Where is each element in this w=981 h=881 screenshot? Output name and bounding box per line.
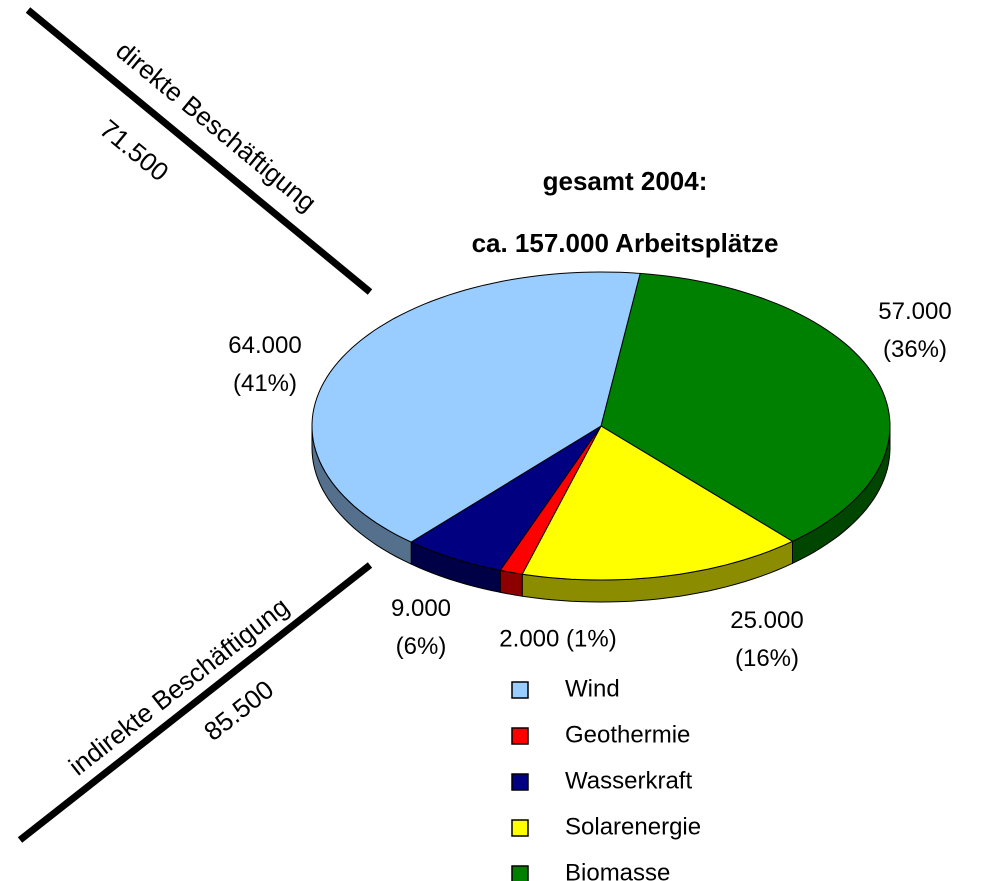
annotation-line: [25, 7, 373, 295]
data-label-line: (16%): [735, 645, 799, 672]
pie-tops: [311, 271, 891, 581]
slice: [311, 271, 641, 543]
annotation: 85.500: [198, 674, 279, 747]
data-label-line: 64.000: [228, 332, 301, 359]
chart-title: gesamt 2004:: [543, 166, 708, 196]
data-label: 2.000 (1%): [499, 625, 616, 652]
legend-swatch: [511, 865, 529, 881]
annotation-line: [17, 562, 373, 843]
slice: [521, 425, 794, 581]
legend-swatch: [511, 819, 529, 837]
legend-label: Biomasse: [565, 859, 670, 881]
legend-swatch: [511, 727, 529, 745]
slice: [410, 425, 602, 571]
data-label: 9.000 (6%): [391, 595, 451, 660]
data-label: 64.000 (41%): [228, 332, 301, 397]
data-label: 57.000 (36%): [878, 298, 951, 363]
data-label-line: (6%): [396, 633, 447, 660]
slice-side: [499, 569, 523, 597]
legend-swatch: [511, 681, 529, 699]
slice: [600, 272, 891, 542]
data-label-line: (36%): [883, 336, 947, 363]
legend-swatch: [511, 773, 529, 791]
data-label-line: (41%): [233, 370, 297, 397]
data-label: 25.000 (16%): [730, 607, 803, 672]
legend-label: Solarenergie: [565, 813, 701, 840]
legend-label: Wasserkraft: [565, 767, 692, 794]
annotation: direkte Beschäftigung: [110, 35, 322, 217]
chart-subtitle: ca. 157.000 Arbeitsplätze: [472, 228, 779, 258]
legend-label: Geothermie: [565, 721, 690, 748]
data-label-line: 9.000: [391, 595, 451, 622]
legend-label: Wind: [565, 675, 620, 702]
data-label-line: 57.000: [878, 298, 951, 325]
data-label-line: 25.000: [730, 607, 803, 634]
